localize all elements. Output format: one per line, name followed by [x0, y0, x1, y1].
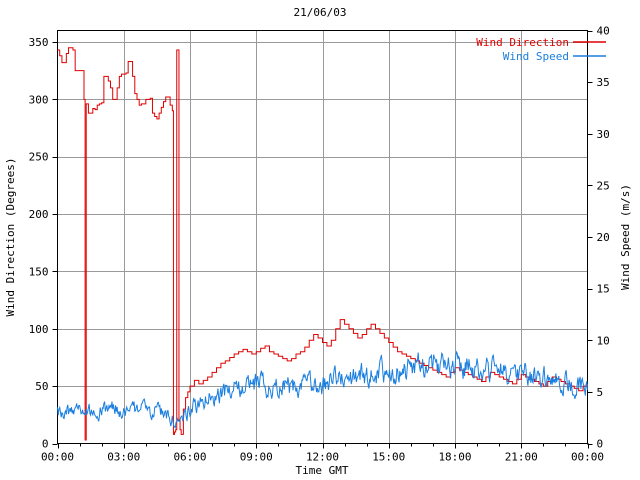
- x-tick-label: 00:00: [41, 451, 74, 464]
- y-tick-label-right: 15: [597, 283, 610, 296]
- x-tick-label: 18:00: [438, 451, 471, 464]
- legend-item-wind-direction-label: Wind Direction: [476, 36, 569, 49]
- y-tick-label-left: 200: [29, 208, 49, 221]
- y-axis-left-tick-labels: 0 50 100 150 200 250 300 350: [29, 36, 49, 451]
- x-tick-label: 06:00: [173, 451, 206, 464]
- tick-marks: [52, 31, 593, 449]
- x-axis-title: Time GMT: [296, 464, 349, 477]
- data-series: [57, 47, 588, 441]
- x-tick-label: 09:00: [240, 451, 273, 464]
- y-tick-label-right: 30: [597, 128, 610, 141]
- y-tick-label-right: 25: [597, 179, 610, 192]
- y-tick-label-left: 150: [29, 265, 49, 278]
- x-tick-label: 15:00: [372, 451, 405, 464]
- wind-speed-series: [57, 350, 588, 430]
- wind-direction-series: [57, 47, 588, 441]
- y-tick-label-left: 100: [29, 323, 49, 336]
- x-tick-label: 00:00: [571, 451, 604, 464]
- chart-title: 21/06/03: [294, 6, 347, 19]
- x-tick-label: 21:00: [505, 451, 538, 464]
- y-tick-label-left: 350: [29, 36, 49, 49]
- legend-item-wind-speed-label: Wind Speed: [503, 50, 569, 63]
- y-tick-label-right: 20: [597, 231, 610, 244]
- plot-frame: [57, 30, 588, 444]
- y-tick-label-right: 10: [597, 334, 610, 347]
- y-axis-right-tick-labels: 0 5 10 15 20 25 30 35 40: [597, 25, 610, 451]
- y-axis-left-title: Wind Direction (Degrees): [4, 158, 17, 317]
- x-tick-label: 03:00: [107, 451, 140, 464]
- y-tick-label-right: 5: [597, 386, 604, 399]
- x-axis-tick-labels: 00:00 03:00 06:00 09:00 12:00 15:00 18:00 21:00…: [41, 451, 604, 464]
- y-axis-right-title: Wind Speed (m/s): [619, 184, 632, 290]
- y-tick-label-right: 0: [597, 438, 604, 451]
- y-tick-label-left: 300: [29, 93, 49, 106]
- x-tick-label: 12:00: [306, 451, 339, 464]
- y-tick-label-left: 50: [35, 380, 48, 393]
- y-tick-label-right: 35: [597, 76, 610, 89]
- legend: Wind Direction Wind Speed: [476, 36, 606, 63]
- y-tick-label-left: 250: [29, 151, 49, 164]
- y-tick-label-left: 0: [42, 438, 49, 451]
- y-tick-label-right: 40: [597, 25, 610, 38]
